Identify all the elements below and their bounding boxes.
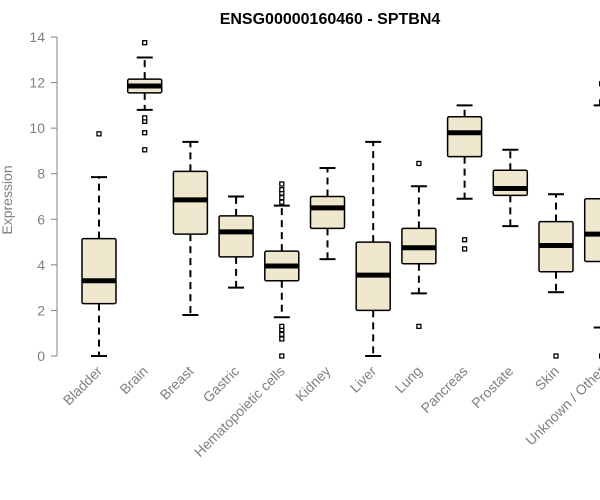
outlier-point: [416, 323, 422, 330]
y-tick-label: 4: [37, 257, 45, 273]
outlier-point: [461, 237, 468, 243]
outlier-point: [279, 194, 285, 201]
outlier-point: [279, 181, 285, 187]
iqr-box: [172, 170, 209, 235]
iqr-box: [583, 198, 600, 263]
y-tick-label: 0: [37, 348, 45, 364]
box-breast: [172, 140, 209, 316]
category-label: Breast: [157, 363, 197, 403]
box-series: [81, 40, 600, 359]
box-skin: [538, 193, 574, 359]
category-label: Prostate: [468, 363, 516, 411]
category-label: Unknown / Other: [522, 363, 600, 449]
y-tick-label: 14: [29, 29, 45, 45]
outlier-point: [461, 246, 468, 252]
outlier-point: [142, 115, 148, 121]
chart-title: ENSG00000160460 - SPTBN4: [220, 11, 441, 28]
category-label: Skin: [532, 363, 563, 394]
y-tick-label: 6: [37, 211, 45, 227]
category-label: Pancreas: [418, 363, 471, 416]
iqr-box: [81, 237, 117, 305]
outlier-point: [279, 331, 285, 338]
box-unknown-other: [583, 81, 600, 359]
box-bladder: [81, 131, 117, 357]
category-label: Brain: [116, 363, 150, 397]
y-tick-label: 12: [29, 75, 45, 91]
outlier-point: [279, 187, 285, 193]
iqr-box: [492, 169, 529, 197]
iqr-box: [309, 195, 346, 230]
y-tick-label: 2: [37, 302, 45, 318]
category-label: Hematopoietic cells: [191, 363, 288, 460]
outlier-point: [142, 40, 148, 46]
category-label: Lung: [392, 363, 425, 396]
box-prostate: [492, 148, 529, 228]
box-kidney: [309, 167, 346, 261]
y-tick-label: 8: [37, 166, 45, 182]
outlier-point: [416, 160, 422, 167]
y-axis-title: Expression: [0, 165, 15, 234]
outlier-point: [553, 353, 559, 359]
outlier-point: [279, 199, 285, 205]
outlier-point: [96, 131, 102, 137]
category-label: Kidney: [292, 363, 334, 405]
outlier-point: [279, 353, 285, 359]
outlier-point: [279, 336, 285, 342]
category-label: Gastric: [200, 363, 243, 406]
box-gastric: [218, 195, 254, 289]
iqr-box: [446, 116, 483, 158]
box-hematopoietic-cells: [264, 181, 300, 359]
box-lung: [401, 160, 437, 330]
outlier-point: [142, 147, 148, 153]
y-axis: 0 2 4 6 8 10 12 14: [29, 29, 58, 364]
category-label: Liver: [347, 363, 380, 396]
box-pancreas: [446, 104, 483, 252]
category-label: Bladder: [60, 363, 106, 409]
box-liver: [355, 140, 391, 357]
outlier-point: [279, 323, 285, 330]
y-tick-label: 10: [29, 120, 45, 136]
box-brain: [126, 40, 163, 153]
iqr-box: [218, 215, 254, 258]
outlier-point: [142, 130, 148, 136]
